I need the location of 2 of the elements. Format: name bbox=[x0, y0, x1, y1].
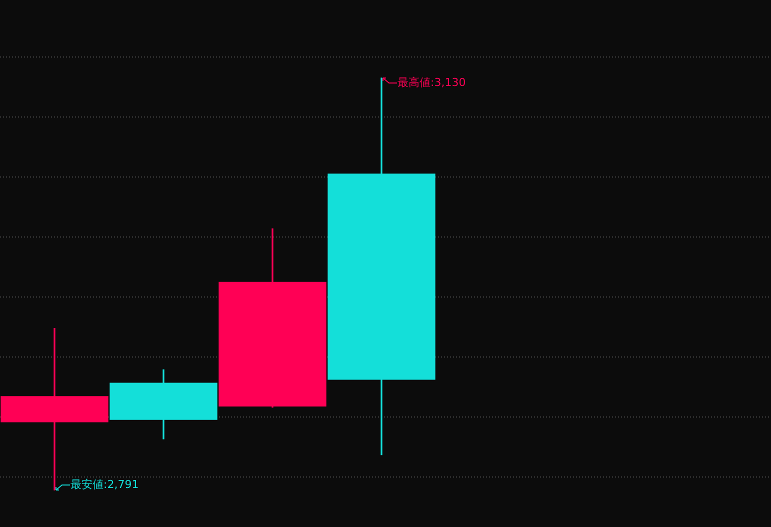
annotation: 最安値:2,791 bbox=[70, 478, 139, 491]
annotation: 最高値:3,130 bbox=[398, 76, 466, 89]
